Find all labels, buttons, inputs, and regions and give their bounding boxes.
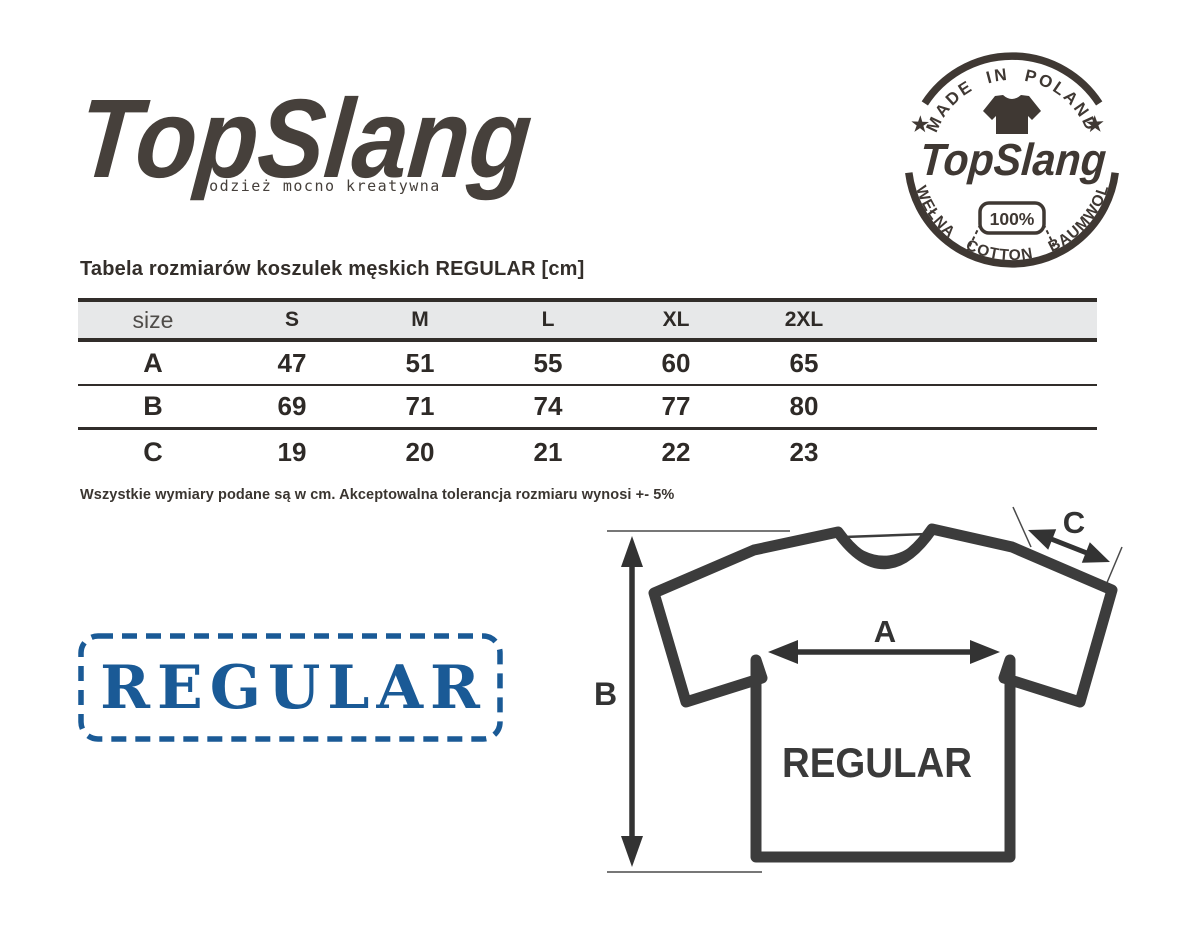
table-row: C 19 20 21 22 23 [78,430,1097,474]
value-b-l: 74 [533,391,563,421]
badge-dash-separator-left [966,223,982,252]
header-cell-l: L [541,308,555,331]
value-a-m: 51 [405,347,435,378]
collar-back-line [843,532,928,539]
value-a-2xl: 65 [789,347,819,378]
header-cell-m: M [411,308,429,331]
arrow-c-head-right [1081,542,1110,563]
collar-inner-line [842,533,929,559]
badge-dash-separator-right [1042,223,1058,252]
value-c-l: 21 [533,436,563,467]
value-a-xl: 60 [661,347,691,378]
stamp-label: REGULAR [100,652,487,723]
arrow-b-head-top [621,536,643,567]
table-row: B 69 71 74 77 80 [78,386,1097,430]
tshirt-outline [648,523,1118,863]
value-b-m: 71 [405,391,435,421]
arrow-c-line [1049,536,1089,556]
header-cell-size: size [132,306,174,333]
value-b-xl: 77 [661,391,691,421]
brand-logo: TopSlang [74,82,537,201]
brand-tagline: odzież mocno kreatywna [209,177,441,195]
value-a-l: 55 [533,347,563,378]
value-c-m: 20 [405,436,435,467]
value-b-2xl: 80 [789,391,819,421]
percent-label: 100% [990,209,1035,229]
arrow-a-head-left [768,640,798,664]
arrow-c-head-left [1028,529,1057,550]
header-cell-s: S [284,308,299,331]
value-a-s: 47 [277,347,307,378]
dimension-label-c: C [1063,505,1085,540]
dimension-label-b: B [594,676,617,712]
header-cell-xl: XL [662,308,690,331]
tshirt-icon [983,95,1041,134]
size-table: size S M L XL 2XL A 47 51 55 60 65 B 69 … [78,298,1097,474]
made-in-poland-badge: MADE IN POLAND ★ ★ TopSlang BAWEŁNA COTT… [898,46,1119,268]
row-label-b: B [143,391,163,421]
tshirt-measurement-diagram: B A C REGULAR [594,505,1123,873]
row-label-a: A [143,347,163,378]
tolerance-note: Wszystkie wymiary podane są w cm. Akcept… [80,487,675,503]
table-row: A 47 51 55 60 65 [78,342,1097,386]
row-label-c: C [143,436,163,467]
size-table-header-row: size S M L XL 2XL [78,298,1097,342]
size-table-title: Tabela rozmiarów koszulek męskich REGULA… [80,258,585,280]
value-c-xl: 22 [661,436,691,467]
badge-brand-text: TopSlang [918,134,1108,185]
arrow-a-head-right [970,640,1000,664]
extension-line-sleeve-lower [1105,546,1123,586]
percent-box [978,201,1046,235]
value-c-2xl: 23 [789,436,819,467]
shirt-fit-label: REGULAR [782,739,972,786]
arrow-b-head-bottom [621,836,643,867]
brand-logo-text: TopSlang [74,82,537,201]
badge-bottom-ring-arc [905,172,1119,268]
extension-line-sleeve-upper [1012,506,1032,548]
regular-fit-stamp: REGULAR [78,633,503,742]
badge-top-ring-arc [921,52,1103,106]
dimension-label-a: A [874,614,896,649]
header-cell-2xl: 2XL [784,308,824,331]
value-b-s: 69 [277,391,307,421]
stamp-dashed-border [78,633,503,742]
value-c-s: 19 [277,436,307,467]
